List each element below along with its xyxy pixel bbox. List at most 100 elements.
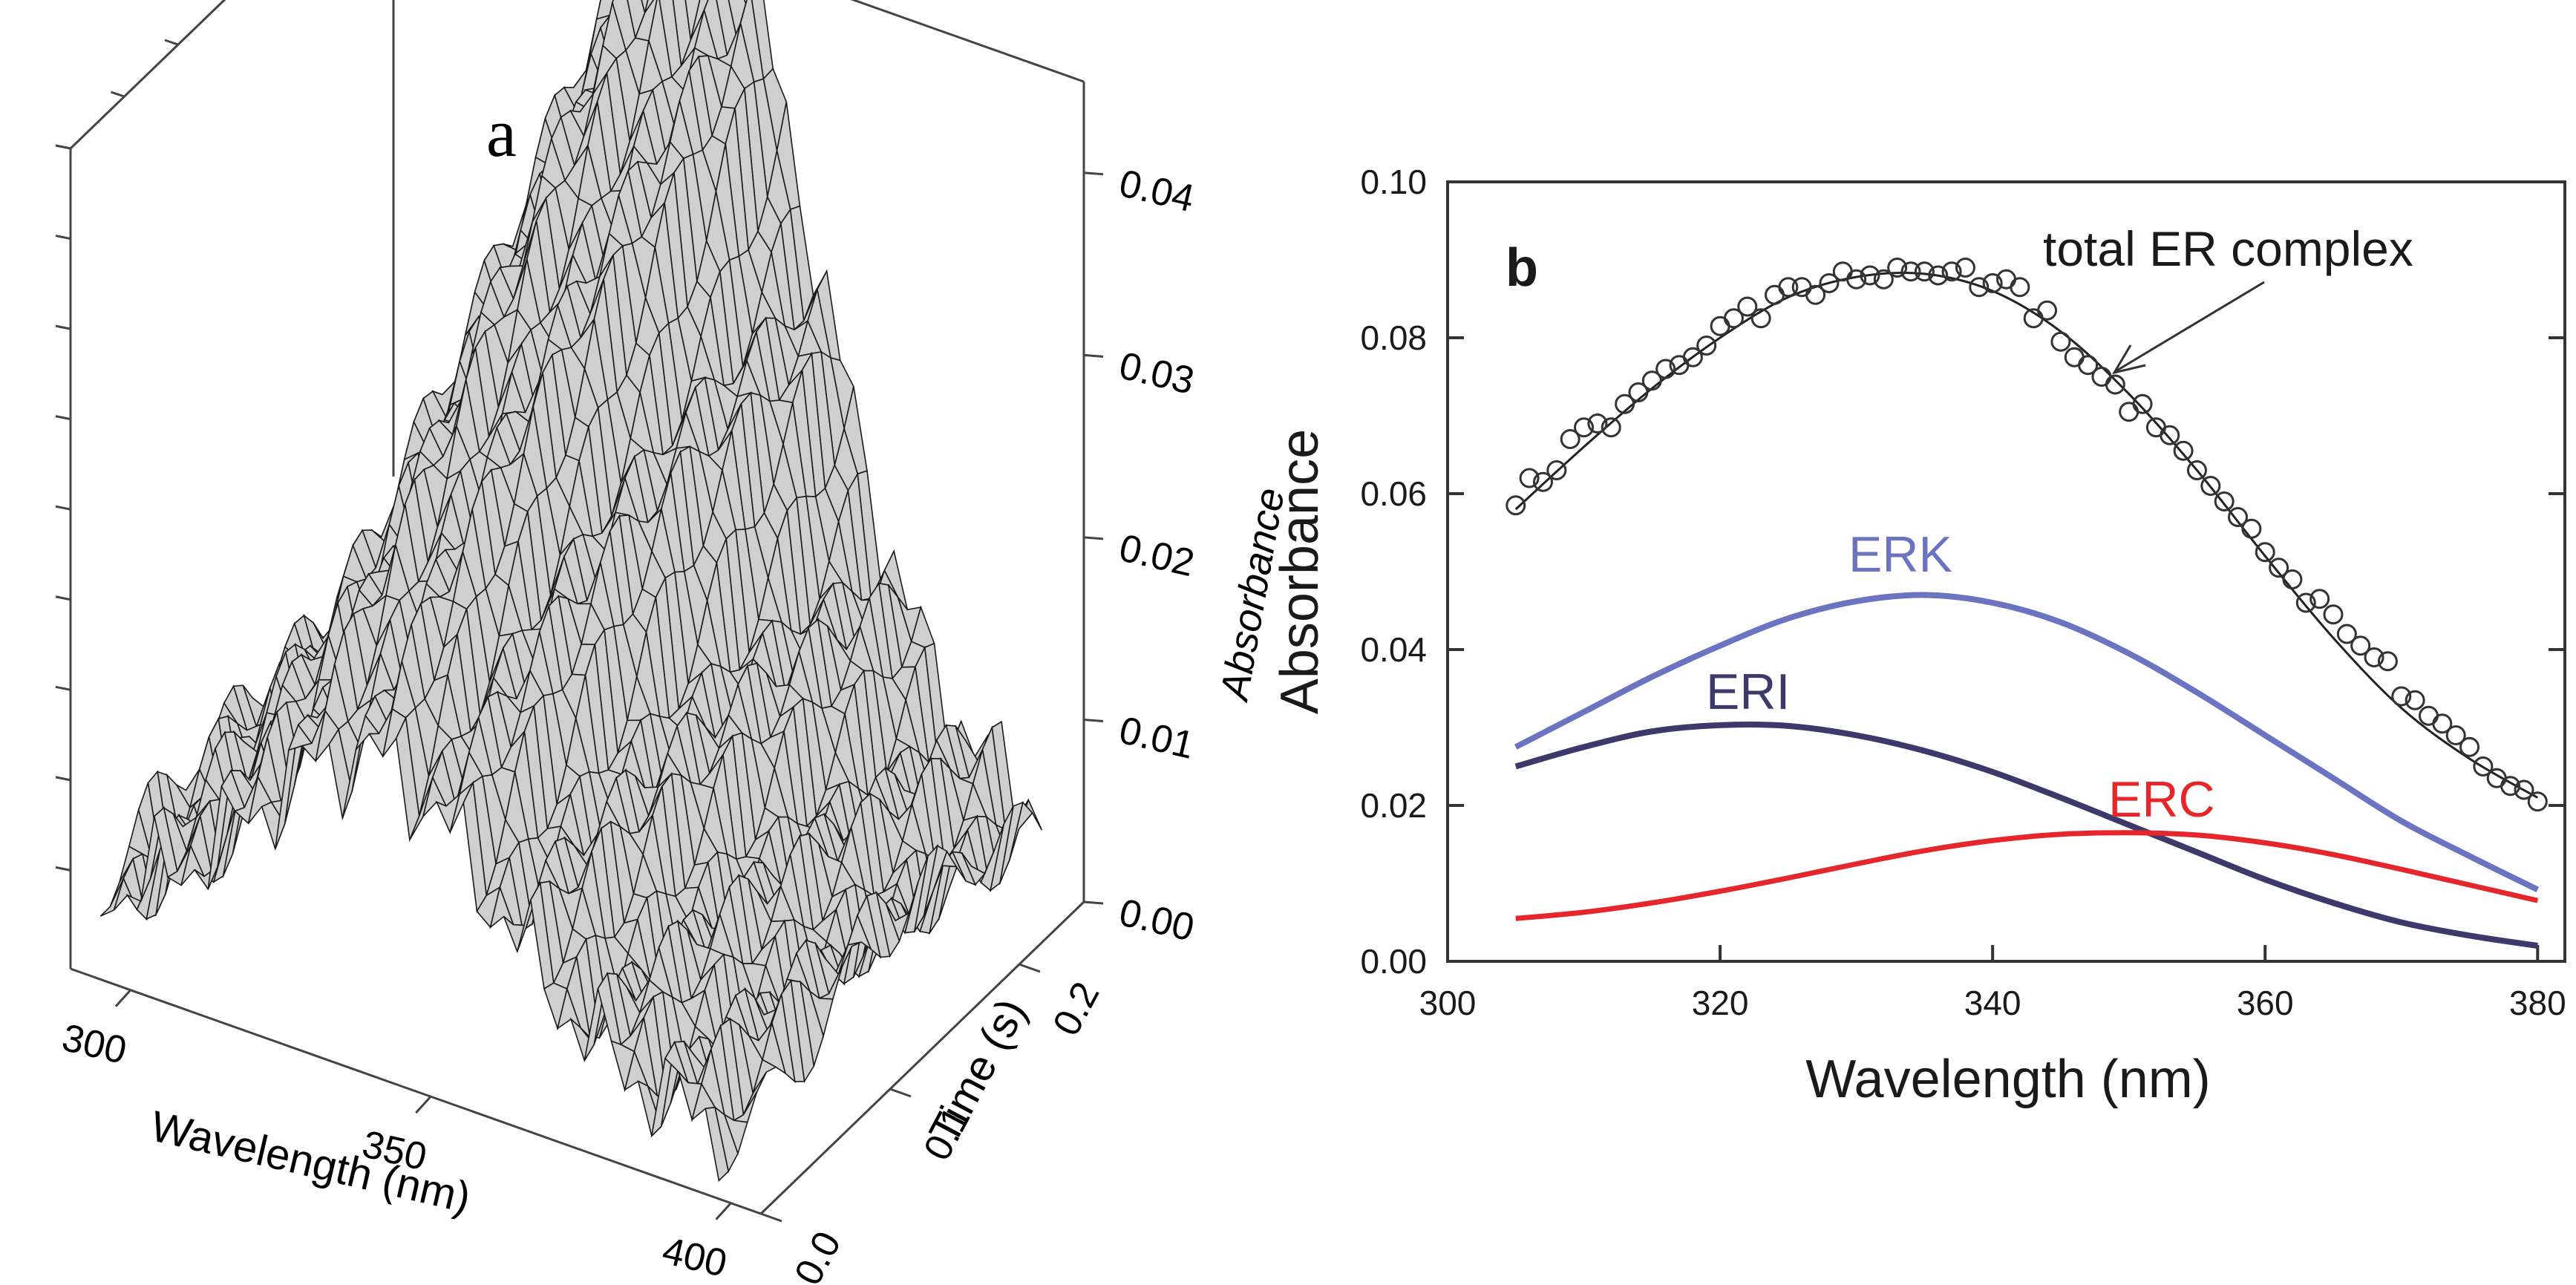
data-point-marker — [2255, 542, 2275, 563]
data-point-marker — [1628, 382, 1649, 402]
back-wall-top-edge — [850, 0, 1085, 83]
z-tick-label: 0.02 — [1115, 526, 1198, 585]
y-tick-label: 0.08 — [1360, 318, 1427, 357]
series-label-erk: ERK — [1848, 526, 1952, 583]
data-point-marker — [2405, 690, 2425, 710]
data-point-marker — [2473, 756, 2494, 776]
panel-a-surface — [99, 0, 1043, 1182]
panel-b-xlabel: Wavelength (nm) — [1805, 1050, 2211, 1109]
z-tick-label: 0.04 — [1115, 162, 1198, 220]
data-point-marker — [2119, 402, 2139, 422]
panel-b-annotation-arrow — [2115, 281, 2265, 373]
data-point-marker — [1737, 296, 1758, 317]
data-point-marker — [2350, 635, 2371, 656]
series-line-total-fit — [1514, 271, 2539, 799]
series-label-eri: ERI — [1706, 664, 1790, 720]
z-tick-mark — [1083, 900, 1104, 905]
data-point-marker — [2309, 589, 2330, 609]
z-tick-label: 0.03 — [1115, 344, 1198, 403]
panel-a-label: a — [486, 95, 517, 171]
series-label-erc: ERC — [2108, 771, 2215, 828]
x-tick-label: 400 — [658, 1229, 731, 1285]
data-point-marker — [1696, 336, 1717, 356]
z-tick-label: 0.00 — [1115, 891, 1198, 949]
top-left-edge-tick — [111, 91, 125, 98]
panel-b-ylabel: Absorbance — [1270, 429, 1330, 714]
data-point-marker — [1615, 393, 1635, 414]
left-wall-tick — [55, 144, 71, 150]
data-point-marker — [2173, 440, 2194, 461]
left-wall-tick — [55, 324, 71, 330]
x-tick-mark — [114, 989, 131, 1007]
data-point-marker — [2050, 331, 2071, 352]
data-point-marker — [1532, 471, 1553, 492]
surface-facet — [705, 1106, 730, 1182]
data-point-marker — [2037, 300, 2058, 321]
data-point-marker — [1791, 277, 1812, 298]
data-point-marker — [2132, 393, 2153, 414]
data-point-marker — [2214, 491, 2235, 511]
data-point-marker — [1601, 417, 1621, 438]
data-point-marker — [2200, 476, 2221, 496]
z-tick-mark — [1083, 171, 1104, 176]
data-point-marker — [1860, 265, 1880, 286]
data-point-marker — [2459, 736, 2480, 757]
axis-time-edge — [759, 900, 1085, 1215]
data-point-marker — [1846, 269, 1867, 290]
data-point-marker — [2445, 725, 2466, 745]
top-left-edge-tick — [164, 39, 179, 46]
data-point-marker — [2078, 355, 2099, 376]
z-tick-mark — [1083, 718, 1104, 722]
data-point-marker — [2336, 624, 2357, 644]
y-tick-label: 0.0 — [786, 1225, 849, 1285]
data-point-marker — [1982, 273, 2003, 293]
data-point-marker — [2269, 558, 2289, 578]
data-point-marker — [1506, 495, 1526, 516]
data-point-marker — [1873, 269, 1894, 290]
left-wall-tick — [55, 235, 71, 241]
data-point-marker — [1710, 315, 1730, 336]
panel-b-label: b — [1506, 238, 1538, 298]
panel-b-ticks: 300 320 340 360 380 0.00 0.02 0.04 0.06 0.08 0.10 — [1360, 163, 2566, 1022]
data-point-marker — [1928, 265, 1949, 286]
panel-a-ylabel: Time (s) — [920, 991, 1036, 1151]
data-point-marker — [2432, 713, 2453, 734]
panel-b: 300 320 340 360 3800.000.020.040.060.080.10 … — [1270, 163, 2566, 1109]
back-wall-top-left-edge — [69, 0, 226, 150]
z-tick-label: 0.01 — [1115, 709, 1198, 768]
z-tick-mark — [1083, 536, 1104, 540]
data-point-marker — [1764, 284, 1785, 305]
axis-wavelength-edge — [70, 967, 762, 1215]
x-tick-label: 300 — [58, 1016, 131, 1073]
panel-b-annotation: total ER complex — [2043, 221, 2413, 276]
y-tick-label: 0.06 — [1360, 474, 1427, 513]
x-tick-label: 340 — [1964, 984, 2021, 1022]
data-point-marker — [2514, 779, 2534, 800]
data-point-marker — [2500, 776, 2521, 797]
data-point-marker — [2145, 417, 2166, 438]
data-point-marker — [2323, 604, 2344, 625]
y-tick-label: 0.10 — [1360, 163, 1427, 201]
y-tick-label: 0.00 — [1360, 942, 1427, 981]
data-point-marker — [1750, 308, 1771, 329]
left-wall-tick — [55, 415, 71, 421]
data-point-marker — [2418, 705, 2439, 726]
x-tick-label: 320 — [1692, 984, 1749, 1022]
data-point-marker — [1832, 261, 1853, 282]
data-point-marker — [1682, 347, 1703, 367]
series-line-erk — [1514, 592, 2540, 892]
panel-b-plot-frame — [1446, 180, 2566, 963]
data-point-marker — [1574, 417, 1595, 438]
series-line-eri — [1514, 722, 2538, 949]
data-point-marker — [1546, 460, 1567, 480]
left-wall-tick — [55, 866, 71, 872]
data-point-marker — [2186, 460, 2207, 480]
x-tick-label: 380 — [2509, 984, 2566, 1022]
data-point-marker — [1723, 308, 1744, 329]
data-point-marker — [1778, 277, 1799, 298]
data-point-marker — [1955, 258, 1975, 278]
panel-b-markers — [1506, 258, 2548, 812]
left-wall-tick — [55, 776, 71, 782]
